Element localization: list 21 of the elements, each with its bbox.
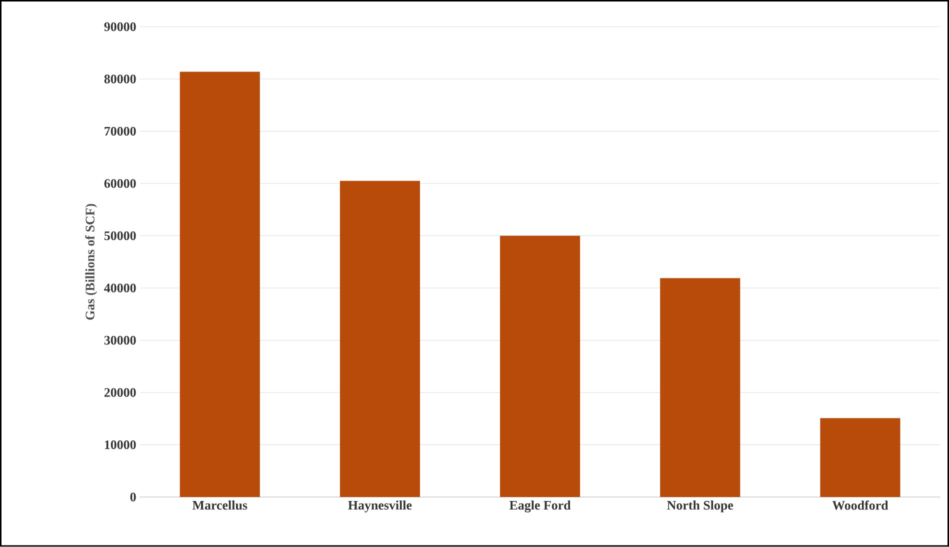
bar	[660, 278, 740, 498]
bar	[180, 72, 260, 498]
y-tick-label: 90000	[104, 22, 136, 32]
y-tick-label: 10000	[104, 440, 136, 450]
bar	[340, 181, 420, 498]
y-tick-label: 80000	[104, 74, 136, 84]
bar	[820, 418, 900, 498]
x-tick-label: Woodford	[832, 500, 888, 510]
y-axis-title: Gas (Billions of SCF)	[85, 204, 98, 320]
x-tick-label: Eagle Ford	[509, 500, 571, 512]
y-tick-label: 20000	[104, 388, 136, 397]
y-tick-label: 50000	[104, 231, 136, 240]
y-tick-label: 30000	[104, 336, 136, 345]
x-tick-label: North Slope	[667, 500, 734, 512]
y-tick-label: 70000	[104, 127, 136, 136]
bar	[500, 236, 580, 498]
x-tick-label: Haynesville	[348, 500, 412, 512]
x-tick-label: Marcellus	[192, 500, 248, 510]
y-tick-label: 0	[130, 492, 136, 502]
y-tick-label: 60000	[104, 179, 136, 188]
y-tick-label: 40000	[104, 284, 136, 292]
